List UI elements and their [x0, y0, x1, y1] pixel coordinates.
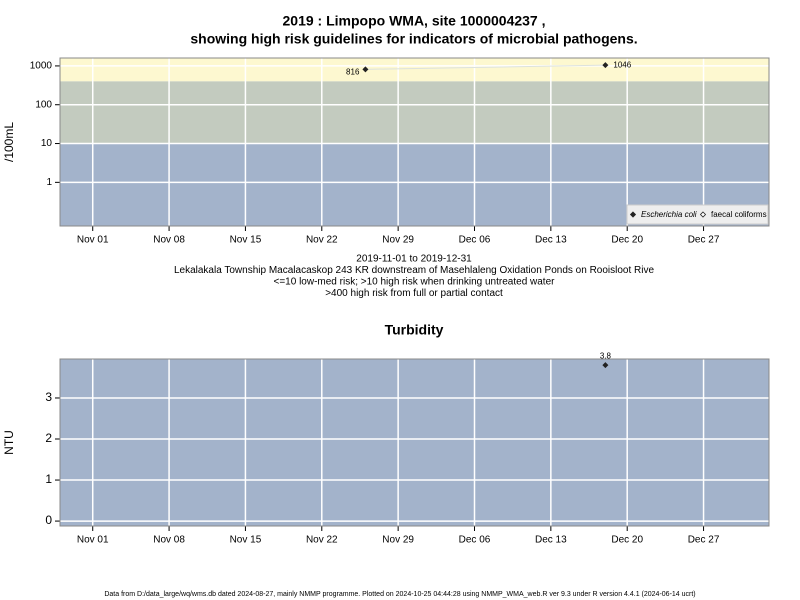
- legend-label: faecal coliforms: [711, 210, 767, 219]
- annotation: >400 high risk from full or partial cont…: [325, 288, 503, 299]
- x-tick-label: Nov 29: [382, 235, 414, 246]
- legend-marker: [629, 211, 637, 218]
- y-tick-label: 0: [45, 513, 52, 527]
- y-axis-label: /100mL: [2, 122, 16, 162]
- x-tick-label: Dec 06: [459, 235, 491, 246]
- x-tick-label: Nov 01: [77, 535, 109, 546]
- y-tick-label: 10: [41, 138, 53, 149]
- legend: Escherichia coli faecal coliforms: [626, 204, 769, 225]
- x-tick-label: Dec 13: [535, 535, 567, 546]
- legend-marker: [699, 211, 707, 218]
- chart-title: showing high risk guidelines for indicat…: [190, 31, 637, 47]
- legend-box: [626, 204, 769, 225]
- annotation: 2019-11-01 to 2019-12-31: [356, 254, 472, 265]
- x-tick-label: Nov 29: [382, 535, 414, 546]
- x-tick-label: Nov 01: [77, 235, 109, 246]
- risk-band: [60, 359, 769, 526]
- series-line: [365, 64, 606, 70]
- footer: Data from D:/data_large/wq/wms.db dated …: [104, 591, 695, 598]
- x-tick-label: Dec 27: [688, 535, 720, 546]
- x-tick-label: Dec 27: [688, 235, 720, 246]
- risk-band: [60, 58, 769, 82]
- x-tick-label: Dec 13: [535, 235, 567, 246]
- x-tick-label: Dec 20: [611, 235, 643, 246]
- data-point: [602, 62, 609, 69]
- x-tick-label: Nov 08: [153, 235, 185, 246]
- data-label: 3.8: [600, 351, 612, 360]
- chart-title: Turbidity: [385, 322, 444, 338]
- annotation: Lekalakala Township Macalacaskop 243 KR …: [174, 265, 655, 276]
- y-tick-label: 1: [45, 472, 52, 486]
- data-label: 1046: [613, 60, 631, 69]
- data-label: 816: [346, 67, 360, 76]
- x-tick-label: Nov 22: [306, 535, 338, 546]
- y-tick-label: 2: [45, 431, 52, 445]
- legend-label: Escherichia coli: [641, 210, 697, 219]
- risk-band: [60, 81, 769, 144]
- y-tick-label: 1000: [30, 61, 53, 72]
- chart-title: 2019 : Limpopo WMA, site 1000004237 ,: [283, 13, 546, 29]
- x-tick-label: Nov 15: [230, 235, 262, 246]
- y-tick-label: 1: [46, 177, 52, 188]
- annotation: <=10 low-med risk; >10 high risk when dr…: [274, 277, 556, 288]
- x-tick-label: Dec 06: [459, 535, 491, 546]
- data-point: [362, 66, 369, 73]
- data-point: [602, 362, 609, 369]
- plot-frame: [59, 358, 770, 527]
- y-tick-label: 3: [45, 390, 52, 404]
- x-tick-label: Dec 20: [611, 535, 643, 546]
- x-tick-label: Nov 08: [153, 535, 185, 546]
- y-axis-label: NTU: [2, 430, 16, 455]
- x-tick-label: Nov 15: [230, 535, 262, 546]
- plot-frame: [59, 57, 770, 227]
- y-tick-label: 100: [35, 99, 52, 110]
- x-tick-label: Nov 22: [306, 235, 338, 246]
